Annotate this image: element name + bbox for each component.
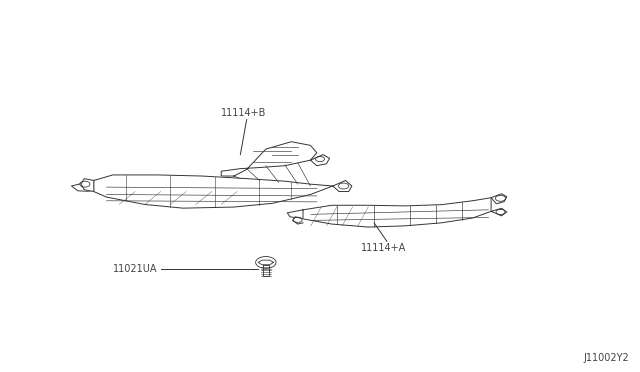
Polygon shape — [287, 210, 303, 219]
Polygon shape — [310, 155, 330, 166]
Polygon shape — [72, 180, 94, 192]
Polygon shape — [491, 208, 507, 216]
Polygon shape — [303, 198, 491, 227]
Text: 11114+A: 11114+A — [362, 243, 406, 253]
Polygon shape — [81, 179, 94, 192]
Polygon shape — [221, 142, 317, 176]
Polygon shape — [258, 260, 273, 265]
Polygon shape — [94, 175, 333, 208]
Polygon shape — [333, 180, 352, 192]
Text: J11002Y2: J11002Y2 — [583, 353, 629, 363]
Polygon shape — [292, 217, 303, 224]
Text: 11021UA: 11021UA — [113, 264, 157, 274]
Polygon shape — [491, 194, 507, 204]
Text: 11114+B: 11114+B — [221, 108, 267, 118]
Polygon shape — [262, 265, 269, 276]
